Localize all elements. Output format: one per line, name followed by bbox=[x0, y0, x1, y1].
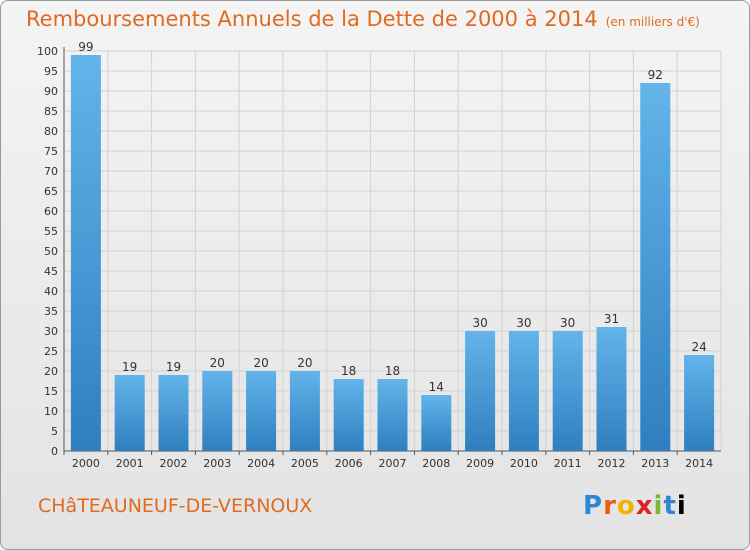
data-label: 24 bbox=[691, 340, 706, 354]
y-tick-label: 80 bbox=[44, 125, 58, 138]
x-tick-label: 2007 bbox=[379, 457, 407, 470]
x-tick-label: 2000 bbox=[72, 457, 100, 470]
y-tick-label: 90 bbox=[44, 85, 58, 98]
bar bbox=[421, 395, 452, 451]
y-tick-label: 25 bbox=[44, 345, 58, 358]
y-tick-label: 20 bbox=[44, 365, 58, 378]
x-tick-label: 2013 bbox=[641, 457, 669, 470]
data-label: 31 bbox=[604, 312, 619, 326]
x-tick-label: 2004 bbox=[247, 457, 275, 470]
y-tick-label: 45 bbox=[44, 265, 58, 278]
y-tick-label: 35 bbox=[44, 305, 58, 318]
bar bbox=[640, 83, 671, 451]
data-label: 30 bbox=[560, 316, 575, 330]
y-tick-label: 95 bbox=[44, 65, 58, 78]
y-tick-label: 100 bbox=[37, 45, 58, 58]
data-label: 19 bbox=[122, 360, 137, 374]
x-tick-label: 2009 bbox=[466, 457, 494, 470]
y-tick-label: 65 bbox=[44, 185, 58, 198]
x-tick-label: 2011 bbox=[554, 457, 582, 470]
y-tick-label: 70 bbox=[44, 165, 58, 178]
bar bbox=[333, 379, 364, 451]
x-tick-label: 2003 bbox=[203, 457, 231, 470]
proxiti-logo[interactable]: Proxiti bbox=[583, 491, 687, 521]
chart-title-text: Remboursements Annuels de la Dette de 20… bbox=[26, 7, 598, 31]
x-tick-label: 2006 bbox=[335, 457, 363, 470]
bar bbox=[596, 327, 627, 451]
commune-name: CHâTEAUNEUF-DE-VERNOUX bbox=[38, 495, 313, 517]
y-tick-label: 30 bbox=[44, 325, 58, 338]
bar bbox=[377, 379, 408, 451]
data-label: 20 bbox=[253, 356, 268, 370]
x-tick-label: 2014 bbox=[685, 457, 713, 470]
data-label: 14 bbox=[429, 380, 444, 394]
bar bbox=[684, 355, 715, 451]
bar bbox=[508, 331, 539, 451]
y-tick-label: 50 bbox=[44, 245, 58, 258]
y-tick-label: 75 bbox=[44, 145, 58, 158]
y-tick-label: 10 bbox=[44, 405, 58, 418]
x-tick-label: 2012 bbox=[598, 457, 626, 470]
y-tick-label: 40 bbox=[44, 285, 58, 298]
bar bbox=[70, 55, 101, 451]
chart-title: Remboursements Annuels de la Dette de 20… bbox=[26, 7, 700, 31]
y-tick-label: 85 bbox=[44, 105, 58, 118]
bar bbox=[552, 331, 583, 451]
x-tick-label: 2008 bbox=[422, 457, 450, 470]
data-label: 30 bbox=[516, 316, 531, 330]
data-label: 20 bbox=[297, 356, 312, 370]
x-tick-label: 2005 bbox=[291, 457, 319, 470]
labels: 0 5 10 15 20 25 30 35 40 45 50 55 60 65 70 75 80 85 90 95 10… bbox=[37, 40, 713, 470]
x-tick-label: 2010 bbox=[510, 457, 538, 470]
data-label: 92 bbox=[648, 68, 663, 82]
bar bbox=[289, 371, 320, 451]
y-tick-label: 5 bbox=[51, 425, 58, 438]
data-label: 18 bbox=[385, 364, 400, 378]
y-tick-label: 0 bbox=[51, 445, 58, 458]
bars bbox=[70, 55, 715, 451]
chart-unit: (en milliers d'€) bbox=[605, 15, 700, 29]
data-label: 20 bbox=[210, 356, 225, 370]
y-tick-label: 15 bbox=[44, 385, 58, 398]
y-tick-label: 55 bbox=[44, 225, 58, 238]
x-tick-label: 2001 bbox=[116, 457, 144, 470]
data-label: 19 bbox=[166, 360, 181, 374]
x-tick-label: 2002 bbox=[160, 457, 188, 470]
bar bbox=[246, 371, 277, 451]
y-tick-label: 60 bbox=[44, 205, 58, 218]
bar bbox=[202, 371, 233, 451]
data-label: 99 bbox=[78, 40, 93, 54]
bar bbox=[114, 375, 145, 451]
bar bbox=[158, 375, 189, 451]
data-label: 30 bbox=[472, 316, 487, 330]
bar bbox=[465, 331, 496, 451]
data-label: 18 bbox=[341, 364, 356, 378]
